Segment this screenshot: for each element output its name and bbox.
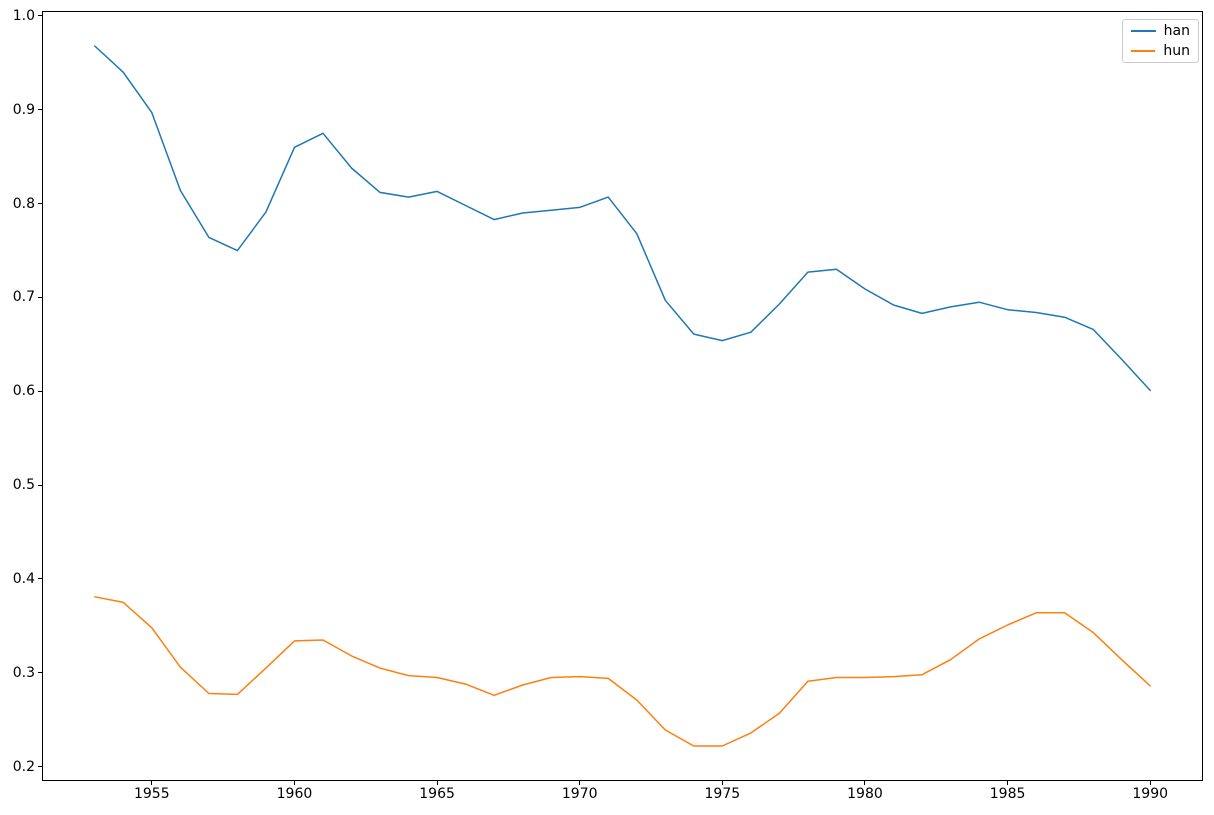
legend-label-hun: hun	[1163, 43, 1190, 59]
legend-line-sample-hun	[1131, 50, 1156, 52]
x-tick-label: 1965	[419, 786, 455, 802]
series-line-hun	[94, 596, 1151, 747]
x-tick-label: 1990	[1132, 786, 1169, 802]
x-tick-label: 1975	[704, 786, 741, 802]
x-tick-label: 1955	[133, 786, 170, 802]
x-tick-mark	[436, 781, 438, 785]
legend-label-han: han	[1163, 23, 1190, 39]
y-tick-label: 0.8	[12, 195, 35, 212]
legend-item-hun: hun	[1131, 43, 1190, 59]
x-tick-mark	[151, 781, 153, 785]
x-tick-label: 1985	[989, 786, 1026, 802]
x-tick-mark	[864, 781, 866, 785]
y-tick-label: 0.2	[12, 758, 35, 775]
x-tick-label: 1980	[847, 786, 883, 802]
x-tick-mark	[579, 781, 581, 785]
legend-item-han: han	[1131, 23, 1190, 39]
y-tick-mark	[38, 578, 42, 580]
y-tick-mark	[38, 766, 42, 768]
y-tick-label: 0.6	[12, 383, 35, 400]
x-tick-label: 1970	[561, 786, 598, 802]
y-tick-mark	[38, 296, 42, 298]
y-tick-label: 1.0	[12, 7, 35, 24]
y-tick-label: 0.7	[12, 289, 35, 306]
y-tick-label: 0.9	[12, 101, 35, 118]
y-tick-mark	[38, 484, 42, 486]
y-tick-label: 0.4	[12, 570, 35, 587]
plot-area	[42, 11, 1203, 781]
y-tick-mark	[38, 672, 42, 674]
y-tick-mark	[38, 109, 42, 111]
x-tick-label: 1960	[276, 786, 313, 802]
x-tick-mark	[293, 781, 295, 785]
legend-line-sample-han	[1131, 30, 1156, 32]
x-tick-mark	[721, 781, 723, 785]
y-tick-mark	[38, 203, 42, 205]
series-line-han	[94, 45, 1151, 392]
y-tick-label: 0.5	[12, 477, 35, 494]
y-tick-label: 0.3	[12, 664, 35, 681]
y-tick-mark	[38, 15, 42, 17]
y-tick-mark	[38, 390, 42, 392]
x-tick-mark	[1149, 781, 1151, 785]
legend: han hun	[1122, 19, 1199, 63]
x-tick-mark	[1007, 781, 1009, 785]
